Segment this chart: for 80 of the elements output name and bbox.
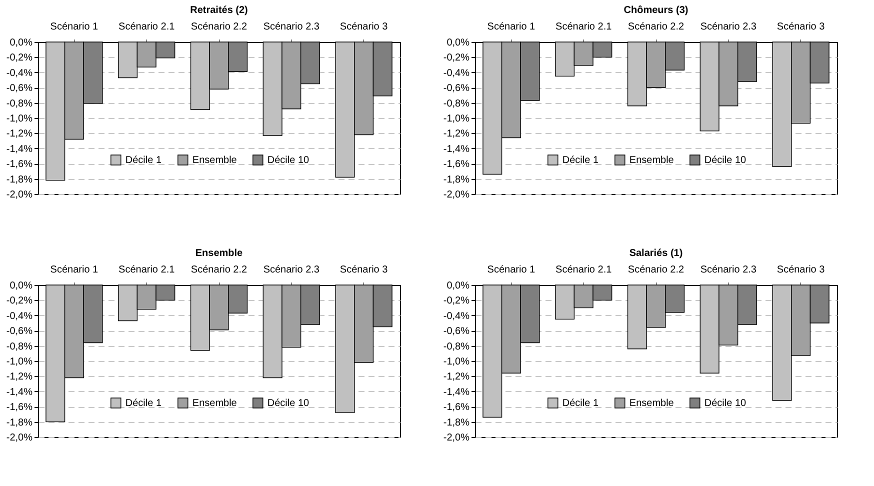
x-tick-label: Scénario 2.3 xyxy=(263,22,320,32)
x-tick-label: Scénario 3 xyxy=(340,22,388,32)
y-tick-label: -0,4% xyxy=(6,68,33,79)
y-tick-label: 0,0% xyxy=(10,38,33,48)
y-tick-label: -1,0% xyxy=(6,114,33,124)
y-tick-label: -0,4% xyxy=(6,310,33,322)
y-tick-label: -0,8% xyxy=(6,98,33,110)
legend-label: Décile 1 xyxy=(125,155,162,166)
x-tick-label: Scénario 3 xyxy=(776,22,826,32)
chart-title: Salariés (1) xyxy=(629,248,683,259)
y-tick-label: -1,6% xyxy=(6,159,33,170)
legend-label: Décile 10 xyxy=(267,155,310,166)
y-tick-label: -1,8% xyxy=(443,174,470,186)
y-tick-label: -2,0% xyxy=(6,432,33,444)
y-tick-label: 0,0% xyxy=(446,38,470,48)
y-tick-label: -0,6% xyxy=(6,83,33,94)
x-tick-label: Scénario 2.2 xyxy=(190,22,248,32)
y-tick-label: -1,2% xyxy=(6,372,33,383)
y-tick-label: 0,0% xyxy=(446,280,470,292)
y-tick-label: -0,2% xyxy=(443,296,470,307)
legend-label: Ensemble xyxy=(192,155,238,166)
y-tick-label: -1,0% xyxy=(6,356,33,368)
y-tick-label: -0,6% xyxy=(6,326,33,338)
y-tick-label: -1,6% xyxy=(443,402,470,414)
legend-label: Ensemble xyxy=(192,398,238,410)
y-tick-label: -2,0% xyxy=(443,190,470,200)
x-tick-label: Scénario 2.1 xyxy=(556,264,612,276)
y-tick-label: -2,0% xyxy=(6,190,33,200)
chart-title: Retraités (2) xyxy=(190,5,248,16)
y-tick-label: -1,4% xyxy=(6,386,33,398)
y-tick-label: -1,8% xyxy=(6,417,33,428)
x-tick-label: Scénario 3 xyxy=(340,264,388,276)
legend-label: Décile 10 xyxy=(704,155,747,166)
y-tick-label: -1,2% xyxy=(443,372,470,383)
y-tick-label: -0,8% xyxy=(443,341,470,352)
x-tick-label: Scénario 2.3 xyxy=(700,264,757,276)
y-tick-label: -0,8% xyxy=(443,98,470,110)
y-tick-label: -0,2% xyxy=(6,296,33,307)
x-tick-label: Scénario 1 xyxy=(50,22,99,32)
legend-label: Ensemble xyxy=(629,155,674,166)
y-tick-label: -1,6% xyxy=(6,402,33,414)
legend-label: Décile 10 xyxy=(267,398,310,410)
x-tick-label: Scénario 2.2 xyxy=(628,264,685,276)
y-tick-label: -0,6% xyxy=(443,83,470,94)
y-tick-label: -1,2% xyxy=(443,128,470,140)
y-tick-label: -0,8% xyxy=(6,341,33,352)
y-tick-label: -1,8% xyxy=(443,417,470,428)
y-tick-label: -0,6% xyxy=(443,326,470,338)
y-tick-label: -1,0% xyxy=(443,114,470,124)
y-tick-label: 0,0% xyxy=(10,280,33,292)
y-tick-label: -1,4% xyxy=(443,144,470,155)
y-tick-label: -1,8% xyxy=(6,174,33,186)
y-tick-label: -1,4% xyxy=(6,144,33,155)
legend-label: Ensemble xyxy=(629,398,674,410)
x-tick-label: Scénario 1 xyxy=(487,22,536,32)
y-tick-label: -0,4% xyxy=(443,310,470,322)
y-tick-label: -1,6% xyxy=(443,159,470,170)
x-tick-label: Scénario 2.2 xyxy=(190,264,248,276)
x-tick-label: Scénario 2.1 xyxy=(556,22,612,32)
chart-title: Ensemble xyxy=(195,248,244,259)
y-tick-label: -1,2% xyxy=(6,128,33,140)
y-tick-label: -0,2% xyxy=(6,52,33,64)
x-tick-label: Scénario 2.3 xyxy=(263,264,320,276)
x-tick-label: Scénario 1 xyxy=(50,264,99,276)
x-tick-label: Scénario 2.3 xyxy=(700,22,757,32)
y-tick-label: -0,4% xyxy=(443,68,470,79)
x-tick-label: Scénario 2.2 xyxy=(628,22,685,32)
x-tick-label: Scénario 3 xyxy=(776,264,826,276)
x-tick-label: Scénario 1 xyxy=(487,264,536,276)
legend-label: Décile 1 xyxy=(562,398,599,410)
chart-title: Chômeurs (3) xyxy=(624,5,688,16)
legend-label: Décile 10 xyxy=(704,398,747,410)
y-tick-label: -2,0% xyxy=(443,432,470,444)
y-tick-label: -1,0% xyxy=(443,356,470,368)
y-tick-label: -1,4% xyxy=(443,386,470,398)
x-tick-label: Scénario 2.1 xyxy=(118,22,176,32)
y-tick-label: -0,2% xyxy=(443,52,470,64)
x-tick-label: Scénario 2.1 xyxy=(118,264,176,276)
legend-label: Décile 1 xyxy=(125,398,162,410)
legend-label: Décile 1 xyxy=(562,155,599,166)
